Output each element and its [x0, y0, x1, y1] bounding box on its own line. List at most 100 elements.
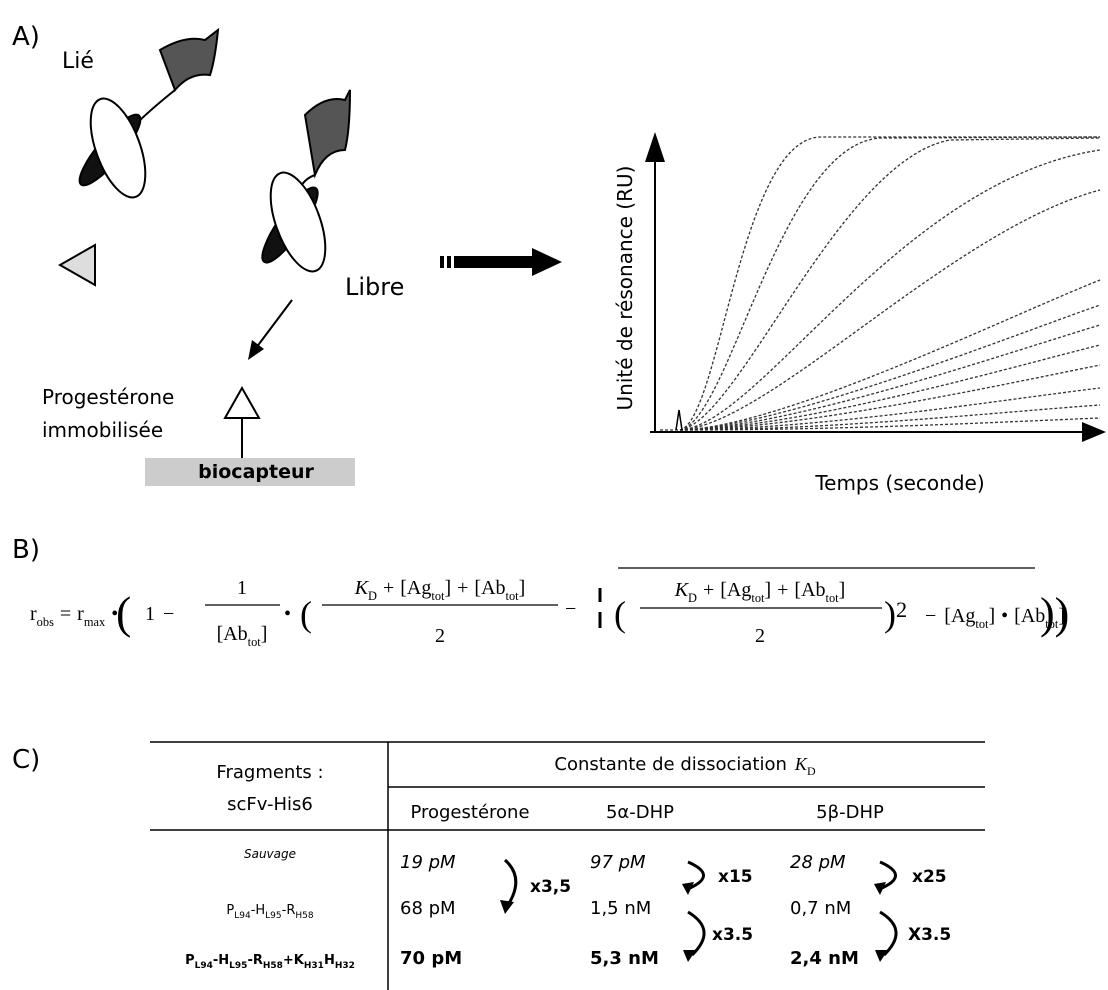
column-header: Progestérone — [410, 802, 529, 823]
row-name: Sauvage — [244, 847, 296, 861]
y-axis-label: Unité de résonance (RU) — [613, 166, 637, 411]
text-piece: H58 — [295, 911, 313, 921]
table-rules — [150, 741, 985, 990]
text-piece: K — [354, 577, 370, 599]
binding-arrow — [248, 299, 293, 360]
text-piece: K — [794, 754, 808, 774]
text-piece: P — [226, 903, 234, 918]
text-piece: r — [77, 603, 84, 625]
text-piece: ( — [614, 594, 626, 634]
fold-change: x3,5 — [530, 877, 571, 897]
text-piece: tot — [431, 589, 445, 603]
kd-value: 97 pM — [590, 852, 646, 873]
flow-arrow — [440, 248, 562, 276]
text-piece: 2 — [755, 625, 765, 647]
text-piece: tot — [975, 617, 989, 631]
text-piece: [Ab — [794, 579, 825, 601]
kd-value: 28 pM — [790, 852, 846, 873]
equation-text: [Abtot] — [217, 623, 268, 649]
text-piece: − — [565, 598, 576, 620]
text-piece: [Ab — [1014, 605, 1045, 627]
equation-text: )) — [1040, 589, 1069, 638]
kd-value: 0,7 nM — [790, 898, 851, 919]
text-piece: ) — [1040, 589, 1055, 638]
text-piece: -R — [247, 953, 262, 968]
text-piece: ) — [1055, 589, 1070, 638]
text-piece: tot — [1045, 617, 1059, 631]
equation-text: − — [565, 598, 576, 620]
text-piece: D — [688, 591, 697, 605]
text-piece: max — [84, 615, 106, 629]
free-antibody — [261, 89, 351, 273]
panel-label: A) — [12, 22, 40, 52]
column-header: 5β-DHP — [816, 802, 884, 823]
text-piece: L95 — [229, 961, 247, 971]
x-axis-label: Temps (seconde) — [814, 471, 984, 495]
equation-text: 2 — [755, 625, 765, 647]
text-piece: ] — [764, 579, 771, 601]
text-piece: • — [111, 603, 118, 625]
immobilized-label: immobilisée — [42, 418, 163, 442]
text-piece: • — [1001, 605, 1008, 627]
equation-text: − [Agtot] • [Abtot] — [925, 605, 1065, 631]
equation-text: ( — [614, 594, 626, 634]
fold-change: x3.5 — [712, 925, 753, 945]
text-piece: • — [284, 603, 291, 625]
sensor-label: biocapteur — [198, 461, 314, 483]
kd-value: 1,5 nM — [590, 898, 651, 919]
text-piece: + — [383, 577, 394, 599]
equation-text: ( — [300, 594, 312, 634]
text-piece: L94 — [234, 911, 251, 921]
text-piece: ( — [300, 594, 312, 634]
text-piece: tot — [826, 591, 840, 605]
text-piece: + — [457, 577, 468, 599]
text-piece: tot — [506, 589, 520, 603]
text-piece: + — [703, 579, 714, 601]
fold-arrows — [500, 858, 898, 962]
panel-label: C) — [12, 745, 40, 775]
table-header: scFv-His6 — [227, 794, 313, 815]
text-piece: ] — [1058, 605, 1065, 627]
kd-value: 70 pM — [400, 948, 462, 969]
text-piece: [Ag — [944, 605, 975, 627]
text-piece: r — [30, 603, 37, 625]
text-piece: [Ab — [474, 577, 505, 599]
equation-text: • — [284, 603, 291, 625]
bound-antibody — [57, 27, 220, 287]
text-piece: L94 — [195, 961, 213, 971]
equation-lines — [205, 567, 1035, 628]
text-piece: Constante de dissociation — [554, 754, 787, 775]
text-piece: + — [777, 579, 788, 601]
row-name: PL94-HL95-RH58 — [226, 903, 313, 921]
text-piece: 1 — [145, 603, 155, 625]
equation-text: robs = rmax • — [30, 603, 118, 629]
fold-change: x15 — [718, 867, 753, 887]
kd-value: 5,3 nM — [590, 948, 659, 969]
text-piece: [Ag — [400, 577, 431, 599]
bound-label: Lié — [62, 49, 94, 74]
text-piece: 2 — [896, 597, 907, 622]
text-piece: D — [807, 764, 816, 778]
text-piece: 2 — [435, 625, 445, 647]
text-piece: ( — [116, 587, 131, 638]
text-piece: ] — [519, 577, 526, 599]
text-piece: -H — [213, 953, 229, 968]
equation-text: 1 — [237, 577, 247, 599]
text-piece: D — [368, 589, 377, 603]
fold-change: x25 — [912, 867, 947, 887]
sensorgram — [645, 132, 1106, 442]
equation-text: KD + [Agtot] + [Abtot] — [354, 577, 526, 603]
free-label: Libre — [345, 273, 404, 301]
text-piece: obs — [37, 615, 54, 629]
text-piece: P — [185, 953, 195, 968]
equation-text: KD + [Agtot] + [Abtot] — [674, 579, 846, 605]
text-piece: = — [60, 603, 71, 625]
text-piece: L95 — [265, 911, 281, 921]
text-piece: − — [163, 603, 174, 625]
immobilized-label: Progestérone — [42, 385, 174, 409]
text-piece: -H — [251, 903, 265, 918]
text-piece: 1 — [237, 577, 247, 599]
text-piece: [Ag — [720, 579, 751, 601]
